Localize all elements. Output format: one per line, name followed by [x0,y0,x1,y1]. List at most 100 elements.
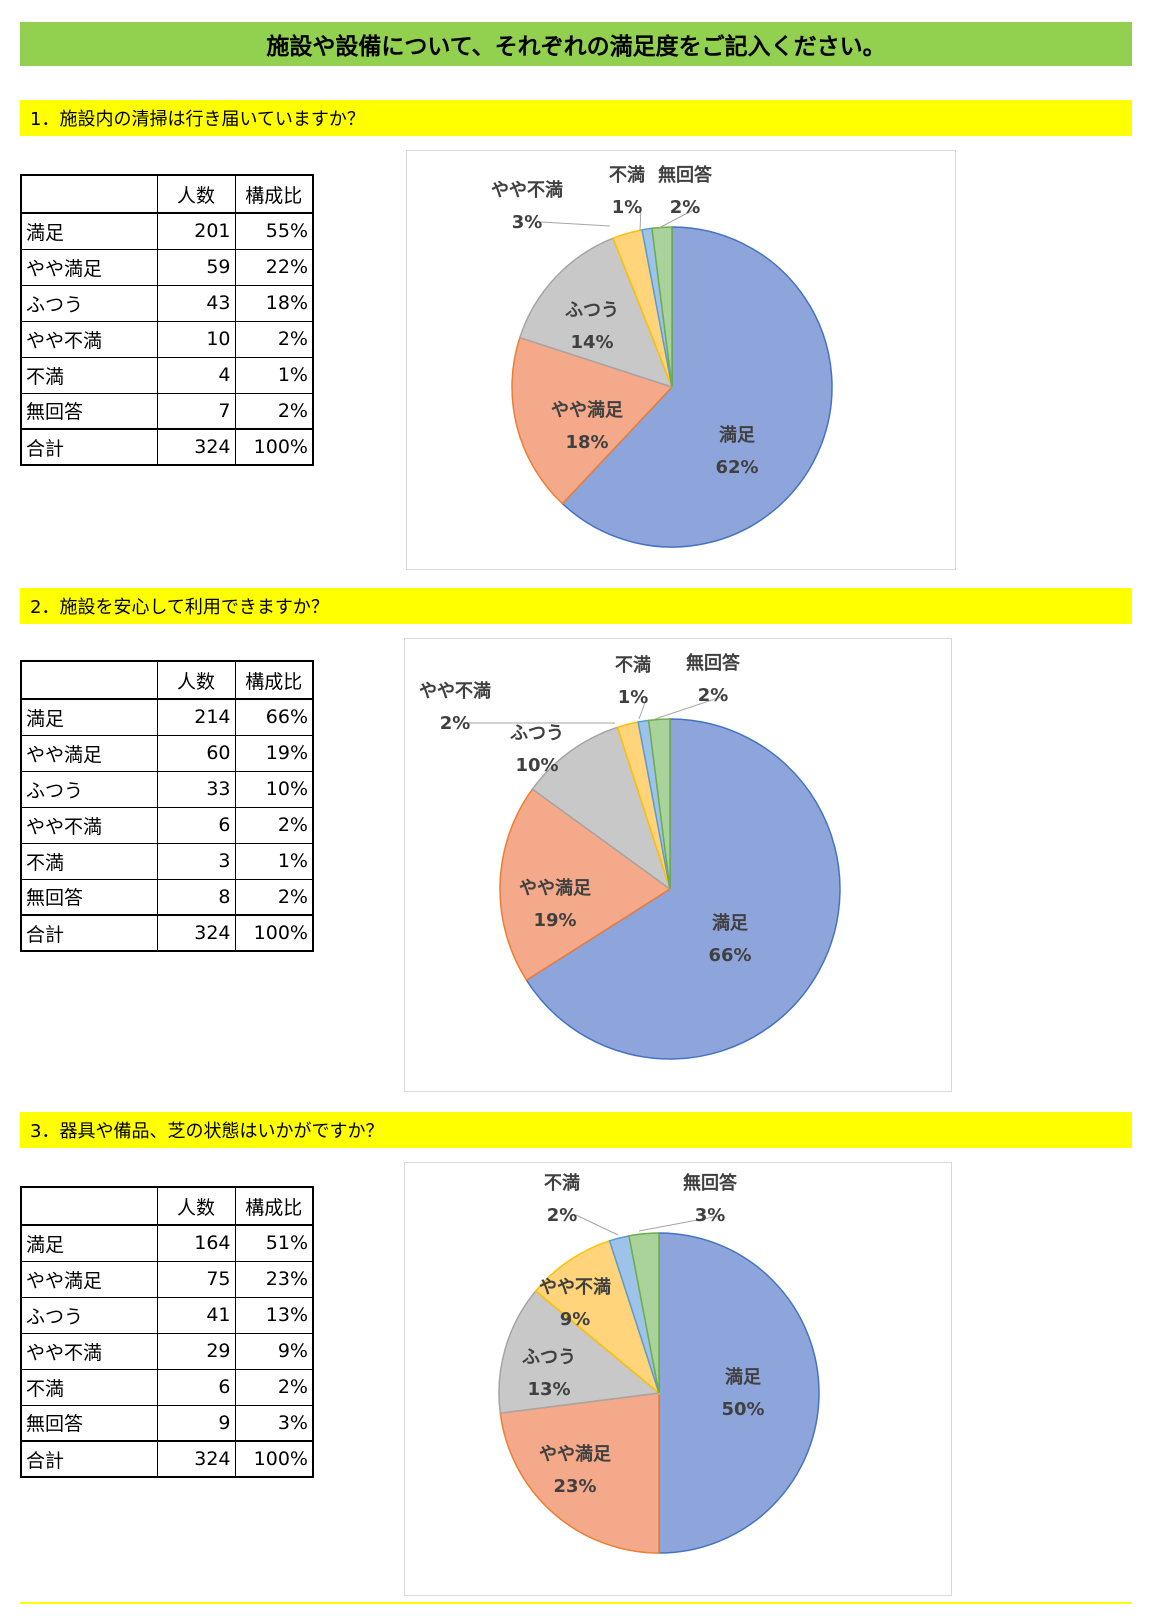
question-3-chart: 満足 50% やや満足 23% ふつう 13% やや不満 9% 不満 2% 無回答 3% [404,1162,952,1596]
slice-category-label: 不満 [544,1172,580,1194]
row-count: 164 [156,1224,236,1262]
table-row: ふつう 33 10% [20,770,314,808]
table-row: 不満 3 1% [20,842,314,880]
table-row: やや不満 6 2% [20,806,314,844]
slice-category-label: やや満足 [551,399,623,421]
row-count: 33 [156,770,236,808]
row-ratio: 1% [234,356,314,394]
slice-category-label: やや不満 [491,179,563,201]
row-label: ふつう [20,284,158,322]
row-count: 29 [156,1332,236,1370]
leader-line [638,696,648,720]
slice-value-label: 2% [547,1205,578,1226]
header-ratio: 構成比 [234,174,314,214]
table-row: ふつう 43 18% [20,284,314,322]
pie-slice-somewhat-satisfied [499,788,672,982]
slice-value-label: 1% [618,687,649,708]
row-ratio: 13% [234,1296,314,1334]
leader-line [540,221,611,227]
row-ratio: 18% [234,284,314,322]
slice-value-label: 23% [553,1476,596,1497]
slice-value-label: 2% [440,713,471,734]
table-row: やや満足 75 23% [20,1260,314,1298]
slice-value-label: 3% [512,212,543,233]
row-label: 無回答 [20,1404,158,1442]
row-ratio: 51% [234,1224,314,1262]
table-row: 無回答 7 2% [20,392,314,430]
total-count: 324 [156,914,236,952]
table-row: 満足 164 51% [20,1224,314,1262]
total-label: 合計 [20,914,158,952]
slice-category-label: ふつう [510,723,564,744]
row-label: 不満 [20,1368,158,1406]
slice-value-label: 18% [565,432,608,453]
pie-slice-satisfied [561,226,833,548]
row-label: 満足 [20,212,158,250]
row-label: やや不満 [20,320,158,358]
table-row: 不満 6 2% [20,1368,314,1406]
question-1-table: 人数 構成比 満足 201 55% やや満足 59 22% ふつう 43 18% やや不満 1… [20,174,314,466]
row-ratio: 55% [234,212,314,250]
header-ratio: 構成比 [234,1186,314,1226]
row-ratio: 2% [234,320,314,358]
row-count: 6 [156,806,236,844]
total-label: 合計 [20,1440,158,1478]
total-count: 324 [156,428,236,466]
slice-value-label: 19% [533,910,576,931]
row-label: やや満足 [20,734,158,772]
slice-value-label: 50% [721,1399,764,1420]
slice-category-label: 無回答 [658,164,713,186]
row-label: 満足 [20,698,158,736]
table-total-row: 合計 324 100% [20,1440,314,1478]
header-count: 人数 [156,660,236,700]
header-blank-cell [20,174,158,214]
row-ratio: 19% [234,734,314,772]
row-count: 201 [156,212,236,250]
table-row: 満足 214 66% [20,698,314,736]
row-count: 4 [156,356,236,394]
table-row: やや不満 10 2% [20,320,314,358]
row-ratio: 22% [234,248,314,286]
question-2-chart: 満足 66% やや満足 19% ふつう 10% やや不満 2% 不満 1% 無回答 2% [404,638,952,1092]
pie-chart-3: 満足 50% やや満足 23% ふつう 13% やや不満 9% 不満 2% 無回答 3% [498,1172,820,1554]
slice-value-label: 10% [515,755,558,776]
pie-slice-satisfied [658,1232,820,1554]
slice-category-label: やや満足 [539,1443,611,1465]
row-count: 41 [156,1296,236,1334]
table-row: やや不満 29 9% [20,1332,314,1370]
row-count: 7 [156,392,236,430]
row-label: 満足 [20,1224,158,1262]
row-label: 無回答 [20,392,158,430]
row-count: 10 [156,320,236,358]
row-ratio: 23% [234,1260,314,1298]
table-row: 不満 4 1% [20,356,314,394]
slice-category-label: ふつう [522,1347,576,1368]
slice-value-label: 2% [698,685,729,706]
question-1-heading: 1．施設内の清掃は行き届いていますか？ [20,100,1132,136]
row-ratio: 2% [234,878,314,916]
row-label: 無回答 [20,878,158,916]
row-count: 75 [156,1260,236,1298]
slice-category-label: 不満 [609,164,645,186]
page-title: 施設や設備について、それぞれの満足度をご記入ください。 [20,22,1132,66]
row-label: 不満 [20,356,158,394]
question-2-heading: 2．施設を安心して利用できますか？ [20,588,1132,624]
row-ratio: 2% [234,392,314,430]
leader-line [575,1214,619,1236]
slice-category-label: ふつう [565,300,619,321]
question-3-table: 人数 構成比 満足 164 51% やや満足 75 23% ふつう 41 13% やや不満 2… [20,1186,314,1478]
pie-chart-2: 満足 66% やや満足 19% ふつう 10% やや不満 2% 不満 1% 無回答 2% [419,652,841,1060]
row-ratio: 66% [234,698,314,736]
table-row: 無回答 8 2% [20,878,314,916]
slice-category-label: 満足 [719,424,755,446]
row-count: 3 [156,842,236,880]
slice-category-label: 不満 [615,654,651,676]
header-ratio: 構成比 [234,660,314,700]
slice-value-label: 2% [670,197,701,218]
slice-category-label: 満足 [725,1366,761,1388]
total-ratio: 100% [234,1440,314,1478]
slice-value-label: 9% [560,1309,591,1330]
row-label: ふつう [20,770,158,808]
pie-slice-somewhat-dissatisfied [534,1239,661,1396]
slice-value-label: 13% [527,1379,570,1400]
